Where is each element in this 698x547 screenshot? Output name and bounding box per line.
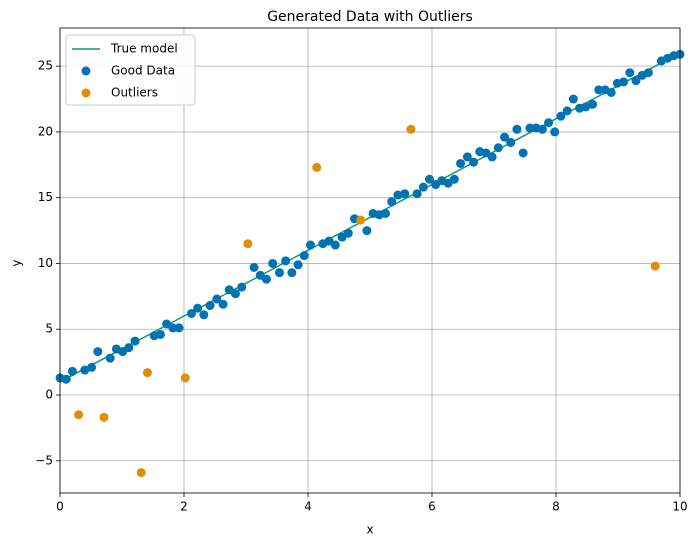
- data-point: [155, 329, 165, 339]
- data-point: [406, 124, 416, 134]
- data-point: [205, 301, 215, 311]
- data-point: [425, 174, 435, 184]
- data-point: [230, 289, 240, 299]
- data-point: [287, 268, 297, 278]
- data-point: [556, 111, 566, 121]
- y-tick-label: 10: [38, 256, 53, 270]
- data-point: [500, 132, 510, 142]
- legend-label: Outliers: [111, 86, 158, 100]
- x-tick-label: 6: [428, 500, 436, 514]
- data-point: [93, 347, 103, 357]
- data-point: [619, 77, 629, 87]
- data-point: [124, 343, 134, 353]
- y-tick-label: −5: [35, 453, 53, 467]
- data-point: [274, 268, 284, 278]
- data-point: [305, 240, 315, 250]
- data-point: [606, 87, 616, 97]
- data-point: [218, 299, 228, 309]
- data-point: [393, 190, 403, 200]
- y-tick-label: 20: [38, 124, 53, 138]
- data-point: [193, 303, 203, 313]
- data-point: [456, 158, 466, 168]
- data-point: [237, 282, 247, 292]
- legend-marker: [81, 88, 91, 98]
- data-point: [67, 366, 77, 376]
- data-point: [99, 412, 109, 422]
- data-point: [356, 215, 366, 225]
- data-point: [186, 308, 196, 318]
- data-point: [418, 182, 428, 192]
- data-point: [387, 197, 397, 207]
- x-axis-label: x: [366, 523, 373, 537]
- data-point: [249, 262, 259, 272]
- data-point: [400, 189, 410, 199]
- data-point: [142, 368, 152, 378]
- data-point: [80, 365, 90, 375]
- data-point: [544, 118, 554, 128]
- data-point: [343, 228, 353, 238]
- data-point: [506, 137, 516, 147]
- data-point: [568, 94, 578, 104]
- data-point: [268, 258, 278, 268]
- data-point: [299, 251, 309, 261]
- data-point: [87, 362, 97, 372]
- x-tick-label: 4: [304, 500, 312, 514]
- data-point: [518, 148, 528, 158]
- data-point: [243, 239, 253, 249]
- data-point: [469, 157, 479, 167]
- data-point: [199, 310, 209, 320]
- data-point: [61, 374, 71, 384]
- chart-title: Generated Data with Outliers: [267, 9, 473, 25]
- data-point: [631, 76, 641, 86]
- y-tick-label: 5: [45, 322, 53, 336]
- y-axis-label: y: [10, 259, 24, 266]
- legend-label: Good Data: [111, 64, 175, 78]
- data-point: [180, 373, 190, 383]
- data-point: [643, 68, 653, 78]
- x-tick-label: 0: [56, 500, 64, 514]
- x-tick-label: 10: [672, 500, 687, 514]
- legend: True model Good Data Outliers: [65, 34, 196, 106]
- data-point: [650, 261, 660, 271]
- data-point: [512, 124, 522, 134]
- data-point: [381, 208, 390, 218]
- data-point: [130, 336, 140, 346]
- data-point: [550, 127, 560, 137]
- data-point: [588, 99, 598, 109]
- data-point: [293, 260, 303, 270]
- data-point: [212, 294, 222, 304]
- data-point: [562, 106, 572, 116]
- legend-label: True model: [110, 42, 178, 56]
- data-point: [362, 226, 372, 236]
- legend-marker: [81, 66, 91, 76]
- data-point: [136, 468, 146, 478]
- data-point: [281, 256, 291, 266]
- x-tick-label: 2: [180, 500, 188, 514]
- data-point: [449, 174, 459, 184]
- legend-box: [65, 34, 196, 106]
- data-point: [312, 162, 322, 172]
- y-tick-label: 15: [38, 190, 53, 204]
- data-point: [487, 152, 497, 162]
- data-point: [537, 124, 547, 134]
- x-tick-label: 8: [552, 500, 560, 514]
- data-point: [330, 240, 340, 250]
- data-point: [168, 323, 178, 333]
- data-point: [581, 102, 591, 112]
- data-point: [525, 123, 535, 133]
- data-point: [105, 353, 115, 363]
- y-tick-label: 0: [45, 388, 53, 402]
- data-point: [594, 85, 604, 95]
- data-point: [74, 410, 84, 420]
- plot-frame: [59, 27, 681, 494]
- data-point: [493, 143, 503, 153]
- data-point: [625, 68, 635, 78]
- data-point: [462, 152, 472, 162]
- data-point: [174, 323, 184, 333]
- data-point: [412, 189, 422, 199]
- y-tick-label: 25: [38, 59, 53, 73]
- data-point: [261, 274, 271, 284]
